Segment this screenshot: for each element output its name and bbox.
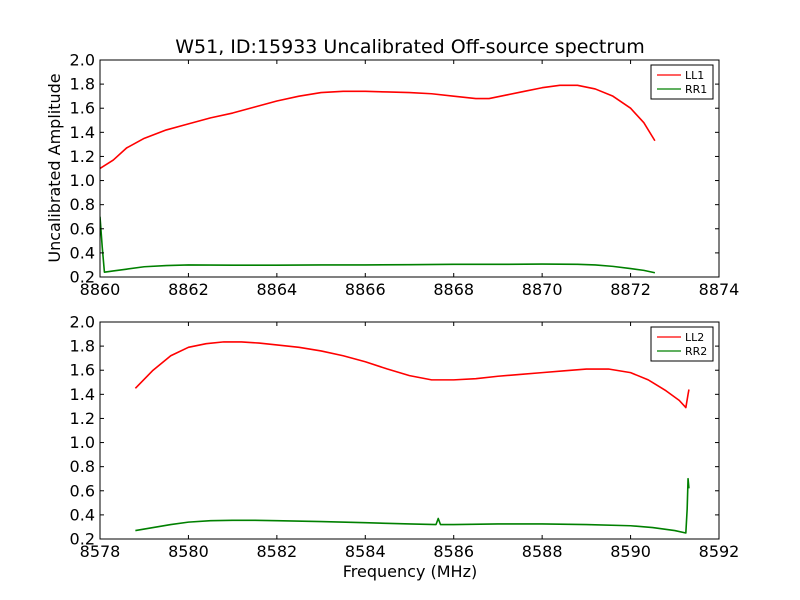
y-tick-label: 1.2 — [70, 147, 95, 166]
y-tick-label: 1.0 — [70, 433, 95, 452]
y-tick-label: 2.0 — [70, 51, 95, 70]
y-tick-label: 2.0 — [70, 313, 95, 332]
x-tick-label: 8592 — [699, 542, 740, 561]
legend-box — [650, 326, 714, 362]
x-tick-label: 8586 — [433, 542, 474, 561]
x-tick-label: 8864 — [256, 280, 297, 299]
y-tick-label: 1.4 — [70, 123, 95, 142]
y-tick-label: 0.8 — [70, 457, 95, 476]
legend-box — [650, 64, 714, 100]
x-tick-label: 8580 — [168, 542, 209, 561]
y-tick-label: 0.8 — [70, 195, 95, 214]
x-tick-label: 8870 — [522, 280, 563, 299]
x-tick-label: 8578 — [80, 542, 121, 561]
axes-frame — [99, 59, 720, 278]
x-tick-label: 8588 — [522, 542, 563, 561]
y-tick-label: 1.6 — [70, 99, 95, 118]
y-tick-label: 0.4 — [70, 505, 95, 524]
series-line-ll2 — [134, 341, 690, 409]
series-group — [100, 84, 656, 274]
y-tick-label: 1.8 — [70, 337, 95, 356]
y-tick-label: 0.6 — [70, 481, 95, 500]
subplot-2: 8578 8580 8582 8584 8586 8588 8590 8592 0.2 0.4 0.… — [70, 313, 740, 562]
legend-label: RR2 — [685, 345, 707, 358]
y-tick-label: 0.2 — [70, 530, 95, 549]
x-tick-label: 8868 — [433, 280, 474, 299]
axes-frame — [99, 321, 720, 540]
chart-title: W51, ID:15933 Uncalibrated Off-source sp… — [175, 36, 644, 58]
y-tick-label: 0.6 — [70, 219, 95, 238]
x-tick-label: 8590 — [610, 542, 651, 561]
x-tick-label: 8872 — [610, 280, 651, 299]
x-tick-label: 8582 — [256, 542, 297, 561]
series-line-rr2 — [135, 477, 690, 534]
subplot-1: 8860 8862 8864 8866 8868 8870 8872 8874 0.2 0.4 0.… — [70, 51, 740, 300]
x-tick-label: 8584 — [345, 542, 386, 561]
x-tick-label: 8874 — [699, 280, 740, 299]
y-tick-label: 1.0 — [70, 171, 95, 190]
y-tick-label: 1.2 — [70, 409, 95, 428]
series-line-ll1 — [100, 84, 656, 170]
series-group — [134, 341, 690, 534]
legend-label: LL1 — [685, 69, 704, 82]
legend-label: LL2 — [685, 331, 704, 344]
subplots: 8860 8862 8864 8866 8868 8870 8872 8874 0.2 0.4 0.… — [70, 51, 740, 562]
y-tick-label: 1.8 — [70, 75, 95, 94]
x-axis-label: Frequency (MHz) — [343, 562, 477, 581]
series-line-rr1 — [100, 216, 656, 274]
legend-label: RR1 — [685, 83, 707, 96]
y-tick-label: 1.4 — [70, 385, 95, 404]
x-tick-label: 8862 — [168, 280, 209, 299]
y-tick-label: 0.2 — [70, 268, 95, 287]
y-axis-label: Uncalibrated Amplitude — [45, 73, 64, 262]
y-tick-label: 1.6 — [70, 361, 95, 380]
y-tick-label: 0.4 — [70, 243, 95, 262]
x-tick-label: 8860 — [80, 280, 121, 299]
x-tick-label: 8866 — [345, 280, 386, 299]
